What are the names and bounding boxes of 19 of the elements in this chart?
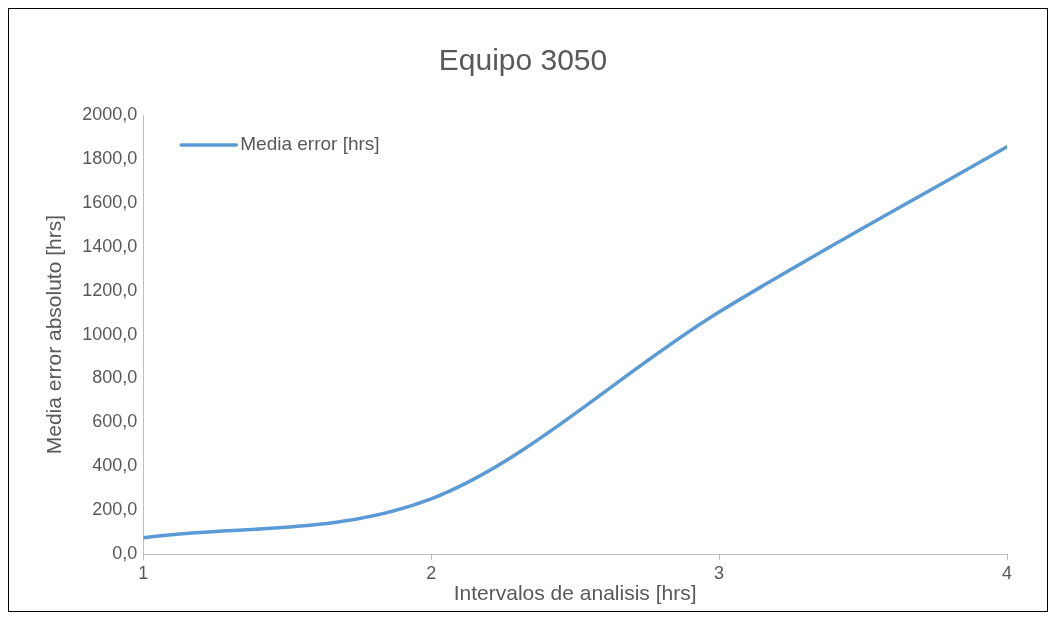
y-tick-label: 1600,0 [82, 191, 138, 212]
y-axis-title: Media error absoluto [hrs] [42, 214, 66, 455]
x-tick-label: 3 [714, 562, 725, 583]
y-tick-label: 600,0 [92, 411, 138, 432]
y-tick-label: 1000,0 [82, 323, 138, 344]
y-tick-label: 1800,0 [82, 147, 138, 168]
y-tick-label: 1200,0 [82, 279, 138, 300]
y-tick-label: 0,0 [112, 543, 138, 564]
y-tick-label: 2000,0 [82, 103, 138, 124]
y-tick-label: 200,0 [92, 499, 138, 520]
x-tick-label: 4 [1001, 562, 1013, 583]
x-tick-label: 2 [426, 562, 437, 583]
y-tick-label: 800,0 [92, 367, 138, 388]
legend-label: Media error [hrs] [240, 133, 380, 155]
y-tick-label: 1400,0 [82, 235, 138, 256]
y-tick-label: 400,0 [92, 455, 138, 476]
x-axis-title: Intervalos de analisis [hrs] [453, 581, 697, 605]
chart-title: Equipo 3050 [438, 43, 608, 77]
x-tick-label: 1 [138, 562, 149, 583]
